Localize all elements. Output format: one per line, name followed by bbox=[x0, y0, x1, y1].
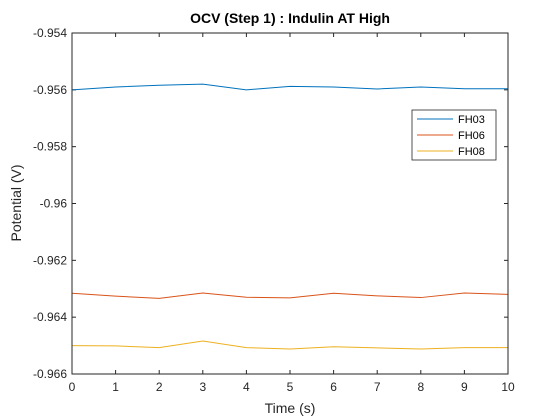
x-tick-label: 3 bbox=[199, 380, 206, 394]
x-tick-label: 1 bbox=[112, 380, 119, 394]
y-tick-label: -0.96 bbox=[40, 197, 68, 211]
x-tick-label: 7 bbox=[374, 380, 381, 394]
x-tick-label: 10 bbox=[501, 380, 515, 394]
y-tick-label: -0.964 bbox=[33, 310, 67, 324]
x-tick-label: 0 bbox=[69, 380, 76, 394]
x-tick-label: 9 bbox=[461, 380, 468, 394]
x-tick-label: 2 bbox=[156, 380, 163, 394]
chart-title: OCV (Step 1) : Indulin AT High bbox=[190, 10, 390, 26]
x-tick-label: 6 bbox=[330, 380, 337, 394]
series-line-fh08 bbox=[71, 340, 508, 350]
series-line-fh03 bbox=[71, 83, 508, 91]
y-axis: -0.954 -0.956 -0.958 -0.96 -0.962 -0.964 -0.96… bbox=[33, 26, 508, 381]
x-tick-label: 8 bbox=[417, 380, 424, 394]
plot-area bbox=[72, 33, 508, 374]
y-tick-label: -0.966 bbox=[33, 367, 67, 381]
legend-label-fh03: FH03 bbox=[458, 114, 485, 126]
legend-label-fh08: FH08 bbox=[458, 146, 485, 158]
x-axis-label: Time (s) bbox=[265, 400, 316, 416]
x-tick-label: 4 bbox=[243, 380, 250, 394]
plot-frame bbox=[71, 32, 509, 375]
legend-label-fh06: FH06 bbox=[458, 130, 485, 142]
y-tick-label: -0.954 bbox=[33, 26, 67, 40]
y-tick-label: -0.962 bbox=[33, 253, 67, 267]
x-tick-label: 5 bbox=[287, 380, 294, 394]
legend[interactable]: FH03 FH06 FH08 bbox=[411, 109, 497, 161]
series-line-fh06 bbox=[71, 292, 509, 299]
x-axis: 0 1 2 3 4 5 6 7 8 9 10 bbox=[69, 33, 515, 394]
y-tick-label: -0.956 bbox=[33, 83, 67, 97]
series-layer bbox=[71, 83, 509, 350]
y-tick-label: -0.958 bbox=[33, 140, 67, 154]
y-axis-label: Potential (V) bbox=[8, 164, 24, 241]
